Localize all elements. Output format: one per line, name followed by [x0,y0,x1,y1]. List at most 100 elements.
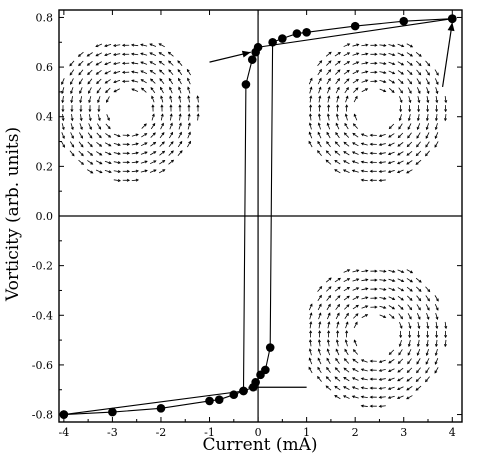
vortex-arrow-shaft [113,88,120,93]
vortex-arrow-shaft [159,69,165,75]
vortex-arrow-head [378,395,382,399]
vortex-arrow-head [62,135,65,140]
vortex-arrow-shaft [336,321,339,329]
vortex-inset-cw-top [308,43,448,182]
vortex-arrow-head [328,286,332,290]
vortex-arrow-shaft [406,52,413,57]
vortex-arrow-head [309,321,313,325]
vortex-arrow-shaft [179,114,181,121]
vortex-arrow-head [318,95,322,99]
vortex-arrow-shaft [309,114,312,121]
vortex-arrow-head [80,144,84,148]
vortex-arrow-shaft [317,60,322,66]
vortex-arrow-shaft [352,305,359,310]
vortex-arrow-head [400,71,404,75]
vortex-arrow-shaft [406,169,413,174]
vortex-arrow-head [416,118,420,122]
vortex-arrow-shaft [70,87,74,94]
vortex-arrow-shaft [344,132,350,138]
vortex-arrow-shaft [379,279,386,281]
vortex-arrow-head [352,368,356,371]
vortex-arrow-head [90,161,94,165]
vortex-arrow-shaft [352,269,359,273]
vortex-arrow-head [425,379,428,383]
vortex-arrow-head [391,90,395,93]
vortex-arrow-head [113,53,117,56]
vortex-arrow-head [397,378,401,382]
vortex-arrow-shaft [417,349,421,356]
vortex-arrow-head [169,104,173,108]
vortex-arrow-head [117,178,121,182]
vortex-arrow-head [97,109,101,113]
vortex-arrow-shaft [326,78,331,85]
vortex-arrow-head [170,131,174,135]
vortex-arrow-shaft [78,78,83,85]
vortex-arrow-shaft [326,60,332,66]
vortex-arrow-shaft [435,123,438,130]
vortex-arrow-head [400,90,403,94]
vortex-arrow-shaft [361,296,368,300]
y-tick-label: -0.4 [32,309,53,322]
vortex-arrow-head [135,169,139,173]
vortex-arrow-head [325,376,329,380]
vortex-arrow-shaft [150,132,156,138]
vortex-arrow-shaft [96,70,102,75]
vortex-arrow-head [150,87,154,91]
vortex-arrow-shaft [388,61,395,65]
vortex-arrow-shaft [352,377,359,381]
vortex-arrow-head [374,52,378,56]
vortex-arrow-head [418,279,422,283]
vortex-arrow-shaft [113,62,121,65]
vortex-arrow-head [144,169,148,173]
vortex-arrow-head [387,152,392,156]
vortex-arrow-head [169,86,172,90]
vortex-arrow-head [308,357,312,361]
vortex-arrow-shaft [335,123,340,130]
vortex-arrow-shaft [150,78,156,84]
vortex-arrow-head [325,150,329,154]
vortex-arrow-shaft [444,96,447,103]
vortex-arrow-shaft [345,339,348,347]
vortex-arrow-head [140,70,144,74]
vortex-arrow-head [444,335,448,339]
vortex-arrow-shaft [326,150,332,156]
vortex-arrow-head [369,133,373,137]
vortex-arrow-shaft [379,378,386,381]
vortex-arrow-head [87,81,91,85]
vortex-arrow-head [327,312,331,316]
vortex-arrow-shaft [361,62,368,65]
vortex-arrow-shaft [334,286,341,292]
vortex-arrow-head [365,61,369,65]
vortex-arrow-shaft [308,78,313,85]
vortex-arrow-head [416,343,420,348]
vortex-arrow-shaft [353,114,358,121]
vortex-arrow-head [410,270,414,274]
vortex-arrow-shaft [309,312,312,320]
vortex-arrow-shaft [361,270,368,273]
vortex-arrow-shaft [379,305,386,309]
vortex-arrow-shaft [435,321,438,329]
vortex-arrow-head [96,90,100,94]
vortex-arrow-head [360,377,364,381]
vortex-arrow-head [444,325,448,330]
vortex-arrow-head [369,178,373,182]
vortex-arrow-shaft [104,160,112,164]
vortex-arrow-shaft [425,358,430,365]
vortex-arrow-head [88,117,92,122]
vortex-arrow-shaft [388,52,395,56]
vortex-arrow-shaft [388,160,395,164]
vortex-arrow-head [308,140,312,144]
vortex-arrow-shaft [343,169,350,173]
vortex-arrow-head [158,43,162,46]
vortex-arrow-head [360,169,364,173]
vortex-arrow-head [346,295,350,299]
vortex-arrow-head [79,90,82,95]
vortex-arrow-shaft [159,141,165,147]
vortex-arrow-shaft [87,160,93,165]
vortex-arrow-head [113,89,117,93]
vortex-arrow-head [98,126,102,130]
vortex-arrow-head [70,100,74,104]
vortex-arrow-head [400,81,404,85]
vortex-arrow-shaft [388,269,395,273]
vortex-arrow-shaft [327,348,331,356]
